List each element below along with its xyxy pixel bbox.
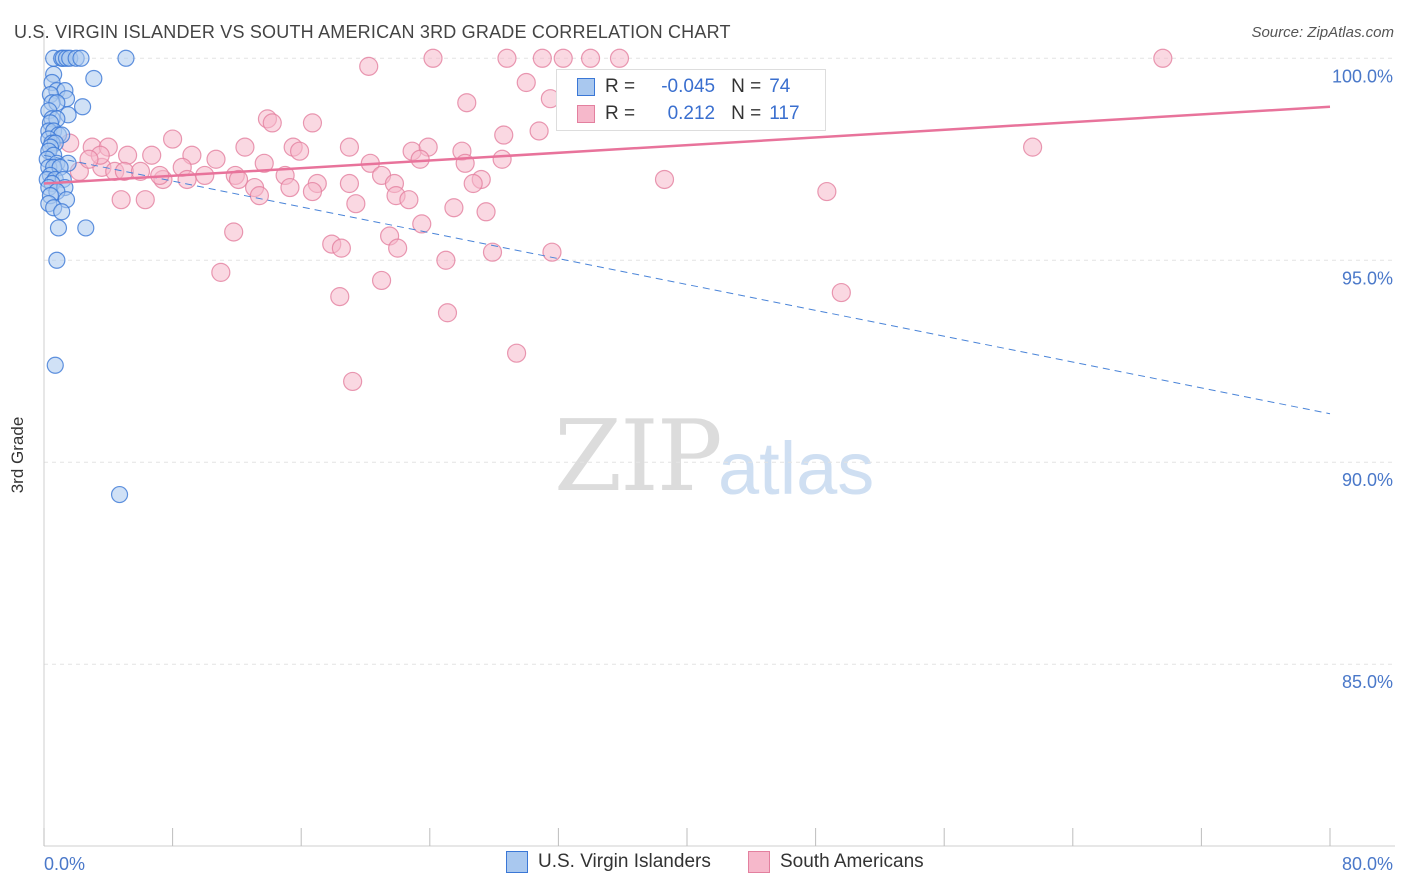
point-south-american	[436, 250, 456, 270]
point-south-american	[331, 238, 351, 258]
point-south-american	[580, 48, 601, 68]
point-virgin-islander	[117, 49, 135, 67]
y-tick-label: 85.0%	[1342, 672, 1393, 692]
point-virgin-islander	[73, 98, 92, 116]
legend-r-label: R =	[605, 76, 636, 97]
point-south-american	[609, 48, 630, 68]
y-tick-label: 90.0%	[1342, 470, 1393, 490]
x-tick-label: 0.0%	[44, 854, 85, 874]
point-south-american	[302, 113, 323, 133]
point-south-american	[224, 222, 244, 242]
point-south-american	[280, 177, 300, 198]
point-south-american	[497, 48, 517, 68]
source-attribution: Source: ZipAtlas.com	[1251, 24, 1394, 41]
point-south-american	[211, 262, 231, 282]
legend-n-label: N =	[731, 103, 762, 124]
point-south-american	[492, 149, 512, 169]
point-south-american	[507, 343, 527, 363]
point-virgin-islander	[53, 203, 71, 221]
point-south-american	[482, 242, 503, 262]
legend-n-value-blue: 74	[769, 76, 791, 97]
point-south-american	[831, 282, 851, 303]
point-virgin-islander	[77, 219, 95, 237]
point-south-american	[457, 93, 477, 113]
point-virgin-islander	[49, 219, 68, 237]
y-tick-label: 95.0%	[1342, 268, 1393, 288]
bottom-legend-label-pink: South Americans	[780, 851, 924, 872]
point-south-american	[346, 194, 366, 214]
point-south-american	[516, 72, 536, 93]
legend-row-blue: R = -0.045 N = 74	[577, 74, 790, 100]
legend-r-value-pink: 0.212	[667, 103, 716, 124]
watermark-zip: ZIP	[554, 400, 723, 514]
point-south-american	[388, 238, 408, 258]
point-south-american	[423, 48, 443, 68]
point-south-american	[289, 141, 310, 161]
legend-n-value-pink: 117	[769, 103, 800, 124]
point-south-american	[339, 173, 360, 194]
point-south-american	[254, 153, 274, 173]
point-south-american	[463, 173, 483, 194]
bottom-legend-swatch-pink	[748, 851, 770, 873]
point-south-american	[532, 48, 552, 68]
bottom-legend-pink[interactable]: South Americans	[748, 851, 924, 873]
point-south-american	[206, 149, 226, 169]
x-tick-label: 80.0%	[1342, 854, 1393, 874]
bottom-legend-label-blue: U.S. Virgin Islanders	[538, 851, 711, 872]
correlation-legend: R = -0.045 N = 74 R = 0.212 N = 117	[556, 69, 826, 131]
point-south-american	[302, 181, 323, 202]
legend-r-value-blue: -0.045	[661, 76, 716, 97]
point-south-american	[235, 137, 255, 157]
y-tick-label: 100.0%	[1332, 66, 1393, 86]
point-south-american	[177, 169, 197, 190]
point-south-american	[410, 149, 430, 169]
point-south-american	[135, 190, 155, 210]
trend-line-virgin-islanders	[43, 154, 1331, 415]
point-south-american	[117, 145, 138, 165]
point-south-american	[343, 371, 363, 392]
bottom-legend-swatch-blue	[506, 851, 528, 873]
point-south-american	[553, 48, 573, 68]
point-south-american	[142, 145, 162, 165]
legend-swatch-pink	[577, 105, 595, 123]
chart-title: U.S. VIRGIN ISLANDER VS SOUTH AMERICAN 3…	[14, 22, 731, 42]
bottom-legend-blue[interactable]: U.S. Virgin Islanders	[506, 851, 711, 873]
point-south-american	[249, 186, 270, 206]
point-south-american	[654, 169, 675, 190]
point-virgin-islander	[46, 356, 64, 374]
point-south-american	[1023, 137, 1043, 157]
trend-line-south-americans	[43, 105, 1331, 185]
point-south-american	[262, 113, 282, 133]
legend-row-pink: R = 0.212 N = 117	[577, 101, 800, 127]
point-south-american	[476, 202, 496, 222]
watermark-atlas: atlas	[718, 427, 875, 510]
point-virgin-islander	[110, 485, 129, 504]
point-south-american	[330, 287, 350, 307]
point-south-american	[359, 56, 379, 76]
point-virgin-islander	[72, 49, 90, 67]
point-south-american	[529, 121, 549, 141]
point-south-american	[437, 303, 458, 323]
point-south-american	[163, 129, 183, 149]
point-south-american	[371, 270, 392, 291]
legend-swatch-blue	[577, 78, 595, 96]
point-south-american	[130, 161, 151, 181]
legend-n-label: N =	[731, 76, 762, 97]
point-virgin-islander	[48, 251, 66, 269]
point-south-american	[817, 181, 837, 202]
point-south-american	[494, 125, 514, 145]
point-south-american	[399, 190, 419, 210]
point-south-american	[228, 169, 249, 190]
point-south-american	[111, 190, 131, 210]
point-south-american	[339, 137, 360, 157]
point-virgin-islander	[85, 69, 103, 88]
legend-r-label: R =	[605, 103, 636, 124]
point-south-american	[1153, 48, 1173, 68]
point-south-american	[412, 214, 432, 234]
point-south-american	[444, 198, 464, 218]
point-south-american	[542, 242, 562, 262]
